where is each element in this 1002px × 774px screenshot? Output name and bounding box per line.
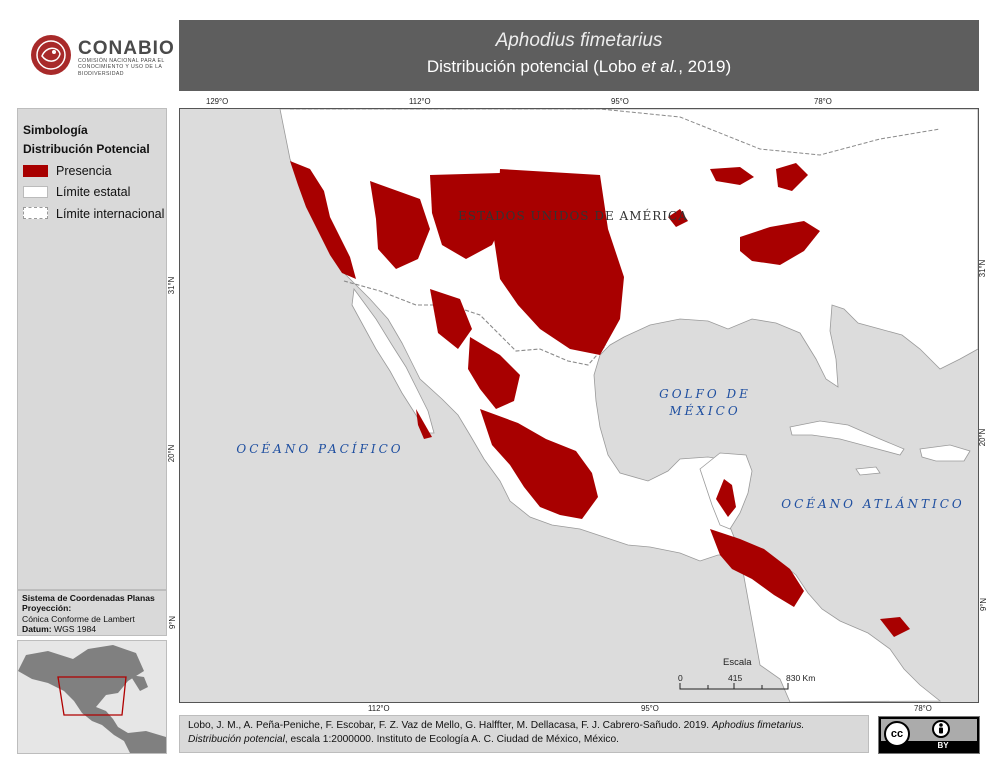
us-mexico-border [343,280,607,366]
conabio-emblem-icon [31,35,71,75]
tick-top-95: 95°O [611,97,629,106]
label-atlantic: OCÉANO ATLÁNTICO [781,497,965,511]
tick-right-20: 20°N [978,428,988,447]
tick-right-9: 9°N [979,597,989,612]
main-map: ESTADOS UNIDOS DE AMÉRICA OCÉANO PACÍFIC… [179,108,979,703]
legend-item-presence: Presencia [56,164,112,178]
by-label: BY [937,741,949,750]
logo-subtitle: Comisión Nacional para el Conocimiento y… [78,58,165,77]
tick-left-20: 20°N [167,444,177,463]
coord-title: Sistema de Coordenadas Planas [22,593,155,603]
subtitle-suffix: , 2019) [678,57,732,76]
presence-swatch [23,165,48,177]
hispaniola-land [919,444,971,462]
conabio-logo [28,32,168,88]
legend-item-state: Límite estatal [56,185,131,199]
canada-us-border [290,109,941,156]
map-header: Aphodius fimetarius Distribución potenci… [179,20,979,91]
tick-top-129: 129°O [206,97,229,106]
cc-by-license-badge[interactable]: cc BY [878,716,980,754]
tick-right-31: 31°N [978,259,988,278]
tick-left-9: 9°N [168,615,178,630]
map-svg [180,109,978,702]
tick-bottom-95: 95°O [641,704,659,713]
scale-title: Escala [723,657,752,668]
projection-value: Cónica Conforme de Lambert [22,613,135,624]
label-gulf-2: MÉXICO [669,404,741,418]
map-subtitle: Distribución potencial (Lobo et al., 201… [179,57,979,77]
scale-label-415: 415 [728,673,743,683]
datum-label: Datum: [22,624,52,635]
locator-inset-map [17,640,167,754]
scale-bar: Escala 0 415 830 Km [678,657,818,693]
presence-areas [290,161,910,637]
attribution-person-icon [932,720,950,738]
locator-svg [18,641,166,753]
cuba-land [789,420,905,456]
legend-section: Distribución Potencial [23,142,150,156]
tick-left-31: 31°N [167,276,177,295]
legend-panel: Simbología Distribución Potencial Presen… [17,108,167,590]
legend-item-international: Límite internacional [56,207,165,221]
citation-authors: Lobo, J. M., A. Peña-Peniche, F. Escobar… [188,720,712,731]
label-usa: ESTADOS UNIDOS DE AMÉRICA [458,209,688,223]
citation-species: Aphodius fimetarius. [711,720,805,731]
citation-title: Distribución potencial [188,734,285,745]
label-gulf-1: GOLFO DE [659,387,751,401]
citation-panel: Lobo, J. M., A. Peña-Peniche, F. Escobar… [179,715,869,753]
coordinate-system-panel: Sistema de Coordenadas Planas Proyección… [17,590,167,636]
datum-value: WGS 1984 [54,624,97,635]
tick-bottom-78: 78°O [914,704,932,713]
tick-top-78: 78°O [814,97,832,106]
tick-bottom-112: 112°O [368,704,390,713]
projection-label: Proyección: [22,603,72,614]
subtitle-prefix: Distribución potencial (Lobo [426,57,642,76]
scale-label-0: 0 [678,673,683,683]
label-pacific: OCÉANO PACÍFICO [236,442,404,456]
international-boundary-swatch [23,207,48,219]
jamaica-land [855,466,881,476]
scale-label-830: 830 Km [786,673,816,683]
legend-title: Simbología [23,123,88,137]
subtitle-et-al: et al. [641,57,679,76]
tick-top-112: 112°O [409,97,431,106]
scale-line-icon [679,683,789,690]
cc-icon: cc [884,721,910,747]
logo-name: CONABIO [78,38,175,59]
species-name: Aphodius fimetarius [495,30,663,51]
citation-publisher: , escala 1:2000000. Instituto de Ecologí… [284,734,619,745]
state-boundary-swatch [23,186,48,198]
